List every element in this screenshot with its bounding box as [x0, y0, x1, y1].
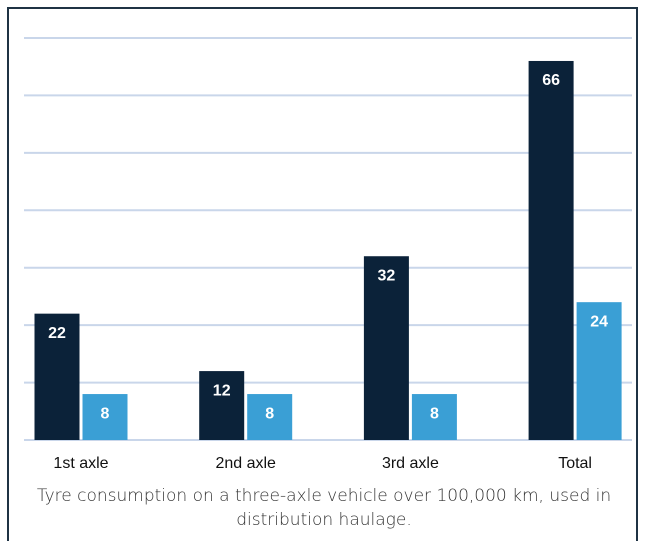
bar [82, 394, 128, 440]
value-label: 8 [101, 405, 110, 422]
value-label: 32 [378, 267, 396, 284]
bar [247, 394, 293, 440]
bar [199, 371, 245, 440]
value-label: 8 [430, 405, 439, 422]
bar [34, 313, 80, 440]
bar [411, 394, 457, 440]
bar [528, 60, 574, 440]
x-tick-label: 2nd axle [215, 455, 276, 472]
x-tick-label: 3rd axle [382, 455, 439, 472]
x-tick-label: Total [558, 455, 592, 472]
value-label: 24 [590, 313, 608, 330]
bar [576, 302, 622, 440]
value-label: 22 [48, 325, 66, 342]
bar [363, 256, 409, 440]
frame [7, 7, 638, 541]
value-label: 12 [213, 382, 231, 399]
x-tick-label: 1st axle [53, 455, 108, 472]
value-label: 8 [265, 405, 274, 422]
value-label: 66 [542, 72, 560, 89]
caption: Tyre consumption on a three-axle vehicle… [36, 486, 612, 530]
